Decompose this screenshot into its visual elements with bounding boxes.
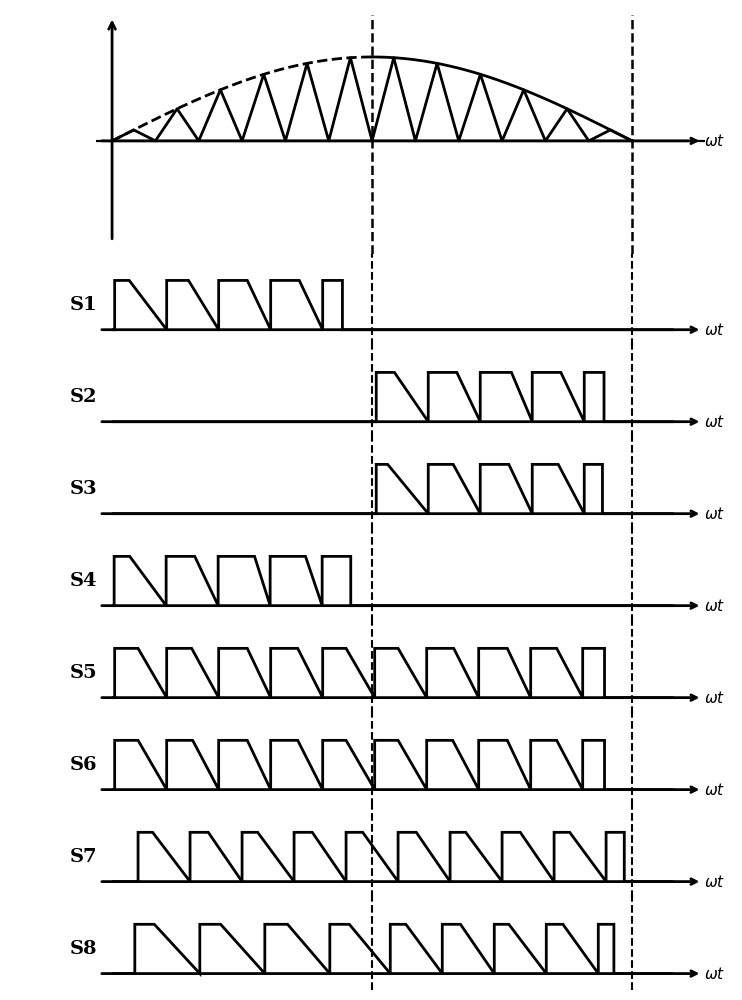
Text: S1: S1 [70,296,97,314]
Text: S6: S6 [70,756,97,774]
Text: $\omega t$: $\omega t$ [704,966,725,982]
Text: $\omega t$: $\omega t$ [704,506,725,522]
Text: S3: S3 [70,480,97,498]
Text: $\omega t$: $\omega t$ [704,414,725,430]
Text: S4: S4 [70,572,97,590]
Text: $\omega t$: $\omega t$ [704,598,725,614]
Text: $\omega t$: $\omega t$ [704,322,725,338]
Text: S5: S5 [70,664,97,682]
Text: $\omega t$: $\omega t$ [704,874,725,890]
Text: S7: S7 [70,848,97,866]
Text: $\omega t$: $\omega t$ [704,782,725,798]
Text: S8: S8 [70,940,97,958]
Text: $\omega t$: $\omega t$ [704,133,725,149]
Text: $\omega t$: $\omega t$ [704,690,725,706]
Text: S2: S2 [70,388,97,406]
